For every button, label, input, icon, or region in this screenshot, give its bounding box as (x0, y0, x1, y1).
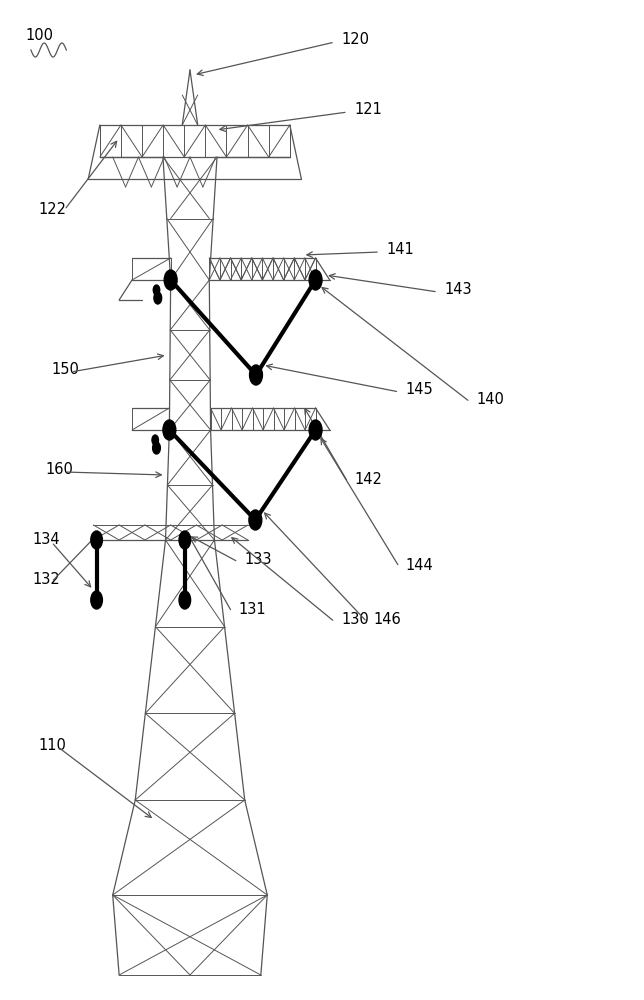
Text: 120: 120 (341, 32, 369, 47)
Circle shape (309, 270, 322, 290)
Text: 132: 132 (32, 572, 60, 587)
Circle shape (163, 420, 176, 440)
Text: 133: 133 (245, 552, 272, 568)
Text: 141: 141 (386, 242, 414, 257)
Circle shape (153, 442, 160, 454)
Text: 121: 121 (354, 103, 382, 117)
Text: 144: 144 (406, 558, 433, 572)
Text: 110: 110 (39, 738, 66, 752)
Text: 100: 100 (26, 27, 53, 42)
Circle shape (249, 510, 261, 530)
Circle shape (152, 435, 158, 445)
Circle shape (153, 285, 160, 295)
Text: 146: 146 (374, 612, 401, 628)
Text: 130: 130 (341, 612, 369, 628)
Circle shape (91, 591, 102, 609)
Circle shape (154, 292, 162, 304)
Circle shape (250, 365, 263, 385)
Text: 145: 145 (406, 382, 433, 397)
Text: 160: 160 (45, 462, 73, 478)
Text: 140: 140 (477, 392, 504, 408)
Circle shape (179, 531, 191, 549)
Circle shape (91, 531, 102, 549)
Text: 122: 122 (39, 202, 66, 218)
Text: 143: 143 (444, 282, 472, 298)
Text: 131: 131 (238, 602, 266, 617)
Circle shape (179, 591, 191, 609)
Text: 150: 150 (52, 362, 79, 377)
Text: 142: 142 (354, 473, 382, 488)
Circle shape (164, 270, 177, 290)
Circle shape (309, 420, 322, 440)
Text: 134: 134 (32, 532, 60, 548)
